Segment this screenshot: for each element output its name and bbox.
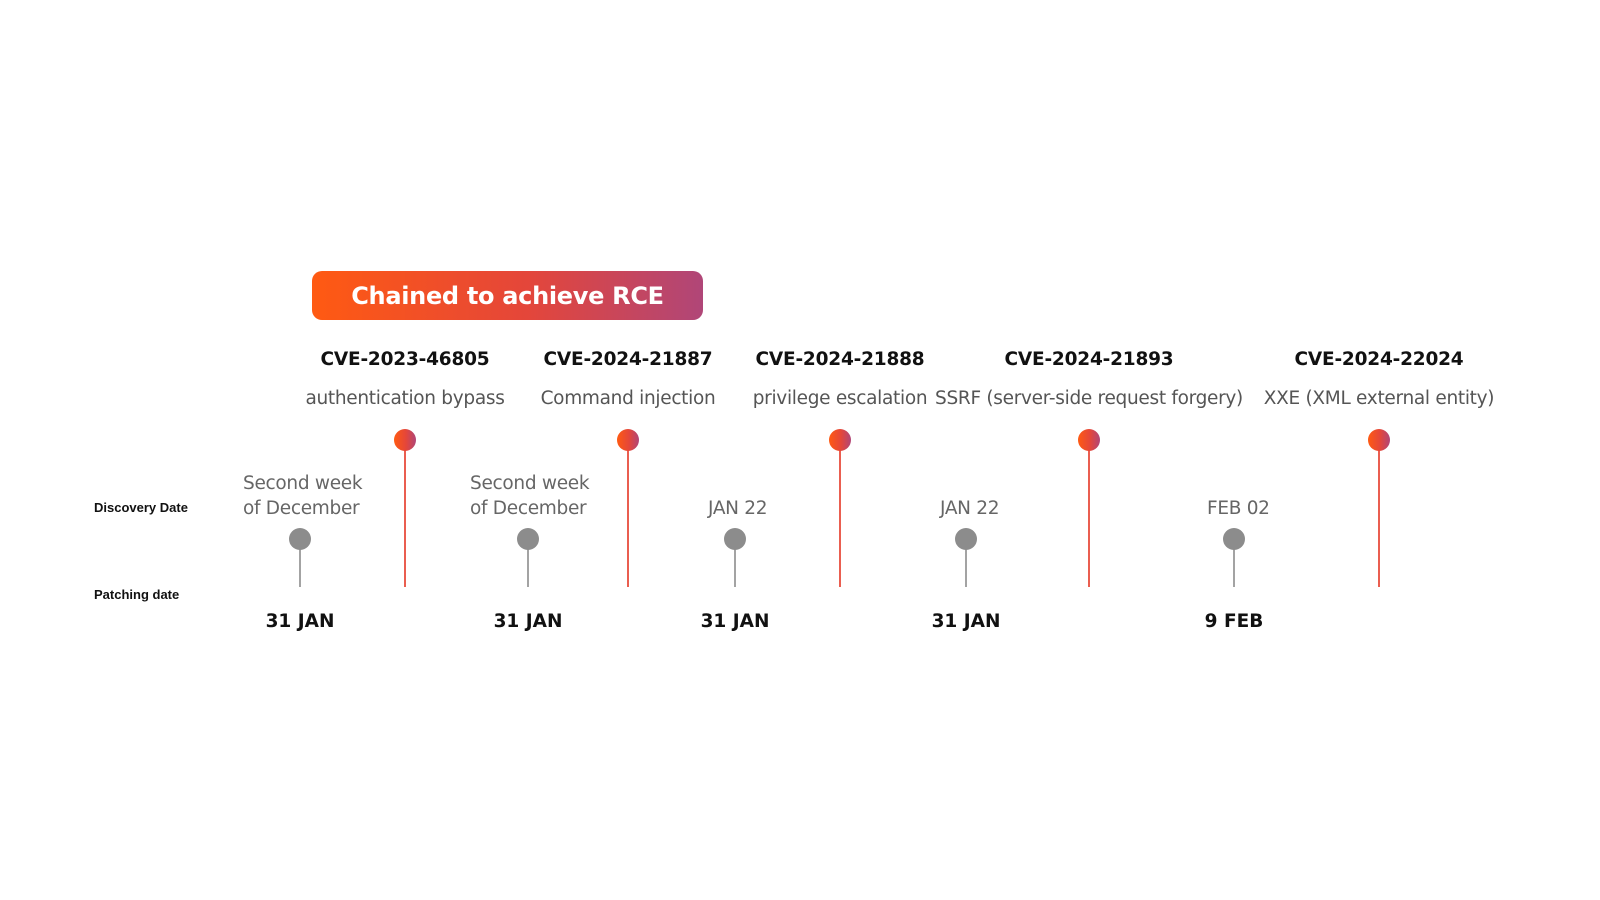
discovery-date: of December: [470, 498, 587, 519]
discovery-date: JAN 22: [940, 498, 1000, 519]
vulnerability-marker: [829, 429, 851, 451]
patch-date: 31 JAN: [265, 611, 335, 632]
chained-rce-banner: Chained to achieve RCE: [312, 271, 703, 320]
vulnerability-marker: [394, 429, 416, 451]
patch-date: 31 JAN: [931, 611, 1001, 632]
discovery-date: Second week: [243, 473, 363, 494]
discovery-date-label: Discovery Date: [94, 500, 188, 515]
cve-id: CVE-2024-21888: [755, 349, 925, 370]
discovery-marker: [724, 528, 746, 550]
vulnerability-marker: [1078, 429, 1100, 451]
cve-id: CVE-2024-21887: [543, 349, 713, 370]
cve-id: CVE-2024-22024: [1294, 349, 1464, 370]
vulnerability-type: XXE (XML external entity): [1263, 388, 1495, 409]
vulnerability-marker: [1368, 429, 1390, 451]
cve-id: CVE-2023-46805: [320, 349, 490, 370]
cve-id: CVE-2024-21893: [1004, 349, 1174, 370]
vulnerability-type: SSRF (server-side request forgery): [935, 388, 1243, 409]
discovery-date: Second week: [470, 473, 590, 494]
discovery-marker: [955, 528, 977, 550]
vulnerability-type: authentication bypass: [305, 388, 505, 409]
discovery-marker: [517, 528, 539, 550]
patch-date: 31 JAN: [700, 611, 770, 632]
patch-date: 31 JAN: [493, 611, 563, 632]
discovery-marker: [1223, 528, 1245, 550]
vulnerability-type: Command injection: [540, 388, 716, 409]
discovery-date: of December: [243, 498, 360, 519]
patch-date: 9 FEB: [1204, 611, 1264, 632]
vulnerability-marker: [617, 429, 639, 451]
discovery-date: JAN 22: [708, 498, 768, 519]
banner-text: Chained to achieve RCE: [351, 281, 664, 310]
vulnerability-type: privilege escalation: [752, 388, 928, 409]
discovery-marker: [289, 528, 311, 550]
patching-date-label: Patching date: [94, 587, 180, 602]
discovery-date: FEB 02: [1207, 498, 1270, 519]
